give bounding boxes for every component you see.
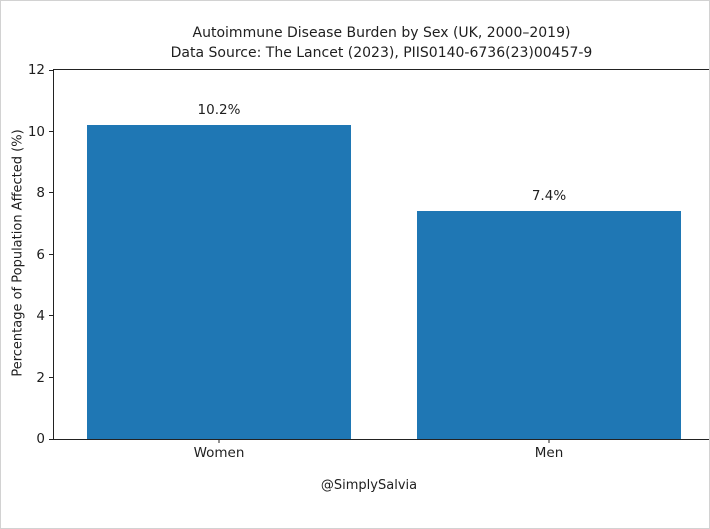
watermark-credit: @SimplySalvia	[320, 478, 418, 493]
y-tick-mark	[49, 315, 53, 317]
bar-men	[417, 211, 681, 439]
y-tick-mark	[49, 377, 53, 378]
y-tick-mark	[49, 192, 53, 194]
y-tick-label: 4	[36, 308, 45, 324]
y-tick-mark	[49, 438, 53, 440]
y-tick-label: 10	[27, 123, 45, 140]
y-tick-label: 12	[27, 62, 45, 78]
y-tick-label: 8	[36, 185, 45, 201]
plot-area: 0 2 4 6 8 10 12 10.2% Women 7.4% Men	[28, 62, 709, 461]
y-tick-mark	[49, 130, 53, 132]
chart-title: Autoimmune Disease Burden by Sex (UK, 20…	[192, 25, 571, 41]
x-tick-label: Women	[193, 445, 245, 461]
x-tick-mark	[548, 439, 550, 443]
bar-value-label: 7.4%	[531, 188, 567, 205]
y-tick-label: 0	[36, 431, 45, 447]
y-tick-mark	[49, 69, 53, 71]
x-tick-label: Men	[534, 445, 564, 461]
chart-title-block: Autoimmune Disease Burden by Sex (UK, 20…	[53, 23, 709, 63]
y-tick-label: 2	[36, 369, 45, 386]
y-axis-title: Percentage of Population Affected (%)	[10, 129, 26, 377]
y-tick-label: 6	[36, 246, 45, 263]
bar-women	[87, 125, 351, 439]
chart-subtitle: Data Source: The Lancet (2023), PIIS0140…	[170, 45, 593, 61]
bar-value-label: 10.2%	[197, 102, 241, 119]
x-tick-mark	[218, 439, 220, 443]
y-tick-mark	[49, 254, 53, 255]
